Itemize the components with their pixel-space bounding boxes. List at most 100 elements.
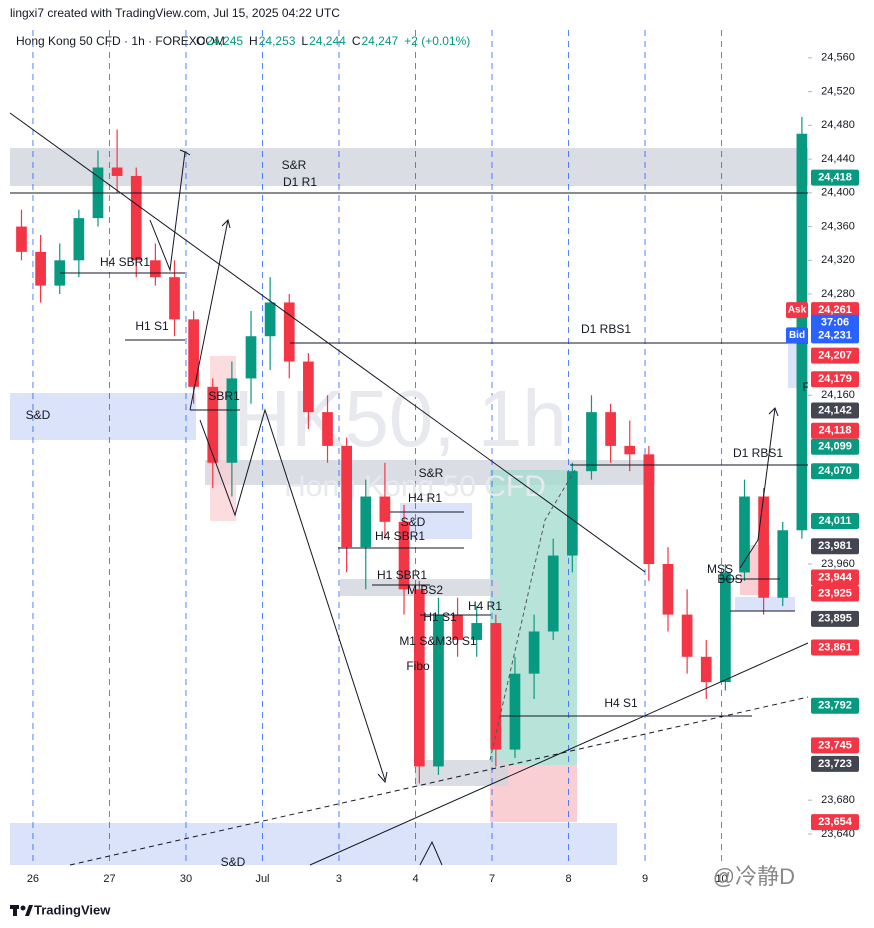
price-tag-label: 24,261 (818, 304, 852, 316)
candle-body (54, 260, 66, 286)
y-tick-label: 24,560 (821, 52, 855, 64)
trend-line (309, 642, 809, 866)
price-tag-label: 23,861 (818, 641, 852, 653)
y-tick-label: 24,160 (821, 389, 855, 401)
candle-body (35, 251, 46, 286)
annotation: S&R (419, 466, 444, 480)
zone (735, 597, 795, 611)
candle-body (322, 412, 333, 446)
side-tag-label: Ask (788, 305, 807, 316)
logo-mark (13, 905, 17, 916)
price-tag-label: 24,070 (818, 465, 852, 477)
candle-body (169, 277, 180, 320)
y-tick-label: 24,360 (821, 220, 855, 232)
candle-body (303, 361, 314, 413)
credit: lingxi7 created with TradingView.com, Ju… (10, 6, 340, 20)
annotation: S&D (26, 408, 51, 422)
price-tag (811, 371, 859, 388)
annotation: H1 S1 (423, 610, 457, 624)
price-tag (811, 569, 859, 586)
y-tick-label: 24,280 (821, 288, 855, 300)
candle-body (73, 218, 85, 261)
zones (10, 148, 808, 865)
candle-body (283, 302, 295, 362)
price-tag-label: 23,792 (818, 700, 852, 712)
candle-body (605, 412, 616, 446)
ohlc-value: 24,253 (259, 34, 296, 48)
price-tag-label: 24,142 (818, 404, 852, 416)
candle-body (777, 530, 789, 598)
candle-body (433, 614, 444, 767)
annotation: F (802, 380, 809, 394)
x-tick-label: 4 (412, 873, 418, 885)
zone (205, 460, 655, 485)
x-tick-label: 26 (27, 873, 39, 885)
candle-body (130, 175, 142, 261)
annotation: H1 SBR1 (377, 568, 427, 582)
y-tick-label: 24,440 (821, 153, 855, 165)
price-tag (811, 755, 859, 772)
ohlc-value: 24,245 (206, 34, 243, 48)
annotation: S&R (282, 158, 307, 172)
annotation: S&D (401, 515, 426, 529)
candle-body (413, 589, 425, 767)
candle-body (681, 614, 693, 657)
ohlc-value: 24,244 (309, 34, 346, 48)
price-tag (811, 327, 859, 344)
price-tag-label: 23,723 (818, 758, 852, 770)
annotation: S&D (221, 855, 246, 869)
annotation: H4 SBR1 (100, 255, 150, 269)
price-tag (811, 347, 859, 364)
annotation: BOS (717, 572, 742, 586)
arrow-head (768, 407, 779, 417)
candle-body (490, 623, 502, 750)
symbol: Hong Kong 50 CFD · 1h · FOREXCOM (16, 34, 225, 48)
candle-body (207, 386, 219, 463)
price-tag-label: 23,895 (818, 613, 852, 625)
candle-body (643, 454, 655, 564)
x-tick-label: 27 (103, 873, 115, 885)
candle-body (360, 496, 372, 548)
projection (489, 469, 576, 761)
logo-mark (20, 905, 26, 911)
candle-body (398, 521, 410, 590)
ohlc-key: C (352, 34, 361, 48)
candle-body (586, 412, 597, 472)
arrow-head (377, 771, 388, 784)
ohlc-key: O (196, 34, 205, 48)
candle-body (471, 623, 483, 640)
y-tick-label: 24,520 (821, 85, 855, 97)
price-tag-label: 23,944 (818, 571, 853, 583)
price-tag (811, 610, 859, 627)
annotation: H4 SBR1 (375, 529, 425, 543)
candle-body (379, 496, 391, 522)
price-tag (811, 314, 859, 331)
price-tag-label: 24,011 (818, 515, 851, 527)
annotations: S&R D1 R1 H4 SBR1 H1 S1 SBR1 S&D D1 RBS1 S&R H4 … (26, 158, 810, 869)
symbol-line: Hong Kong 50 CFD · 1h · FOREXCOM O 24,245… (16, 34, 470, 48)
zone (340, 579, 500, 596)
price-tag-label: 23,654 (818, 816, 853, 828)
path-arrow (149, 151, 186, 272)
price-tag (811, 463, 859, 480)
path-arrow (199, 408, 386, 781)
y-tick-label: 23,960 (821, 558, 855, 570)
candles (16, 116, 808, 784)
annotation: MSS (707, 562, 733, 576)
price-tag-label: 37:06 (821, 317, 849, 329)
x-tick-label: 3 (336, 873, 342, 885)
logo-mark (25, 905, 33, 916)
path-arrow (189, 219, 229, 411)
change: +2 (+0.01%) (404, 34, 470, 48)
price-tag-label: 23,981 (818, 540, 852, 552)
candle-body (624, 445, 636, 455)
price-tag-label: 24,418 (818, 172, 852, 184)
x-tick-label: 8 (565, 873, 571, 885)
candle-body (245, 336, 257, 379)
price-tag (811, 697, 859, 714)
y-tick-label: 24,400 (821, 187, 855, 199)
ohlc-key: H (249, 34, 258, 48)
price-tag (811, 585, 859, 602)
zone (10, 393, 196, 440)
